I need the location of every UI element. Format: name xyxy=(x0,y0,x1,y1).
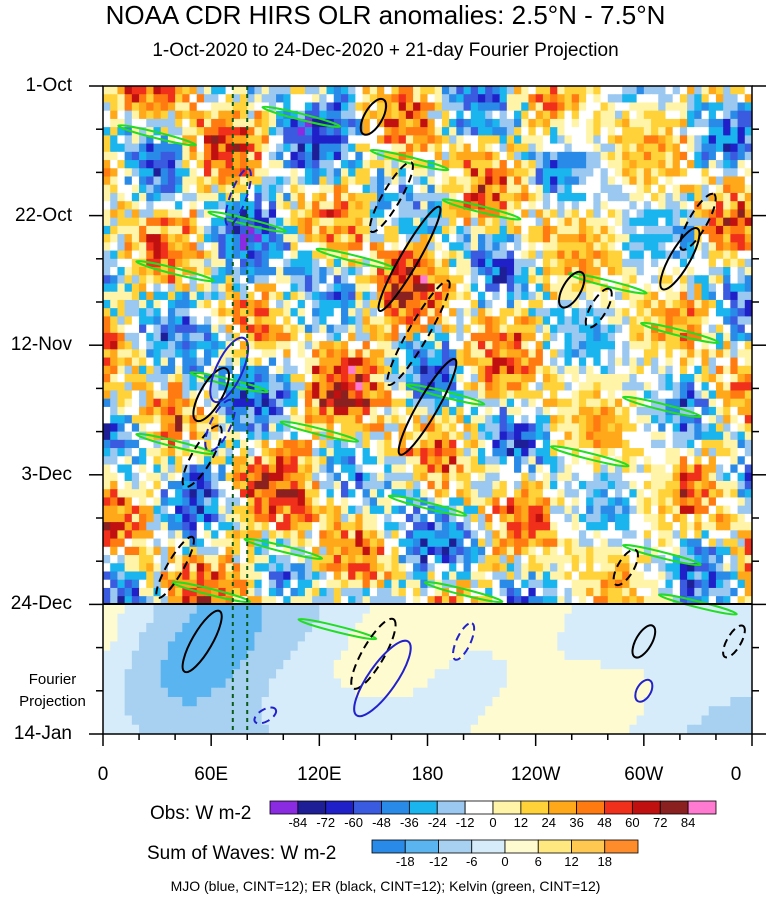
colorbar-swatch xyxy=(492,800,522,815)
axis-ticks xyxy=(89,85,766,746)
colorbar-swatch xyxy=(471,839,506,854)
x-tick-label: 60E xyxy=(194,764,229,785)
colorbar-swatch xyxy=(353,800,382,815)
colorbar-swatch xyxy=(520,800,550,815)
x-tick-label: 180 xyxy=(411,764,444,785)
colorbar-swatch xyxy=(604,800,633,815)
waves-colorbar-label: Sum of Waves: W m-2 xyxy=(147,843,337,864)
colorbar-tick: -24 xyxy=(427,815,447,830)
chart-title: NOAA CDR HIRS OLR anomalies: 2.5°N - 7.5… xyxy=(105,0,666,30)
x-tick-label: 120E xyxy=(297,764,342,785)
colorbar-swatch xyxy=(325,800,355,815)
wave-contours xyxy=(117,97,746,725)
colorbar-tick: 0 xyxy=(501,854,509,869)
colorbar-swatch xyxy=(408,800,438,815)
colorbar-swatch xyxy=(604,839,639,854)
fourier-projection-label: Fourier Projection xyxy=(19,671,86,710)
colorbar-tick: 6 xyxy=(534,854,542,869)
colorbar-swatch xyxy=(381,800,410,815)
colorbar-tick: -72 xyxy=(316,815,336,830)
x-tick-label: 60W xyxy=(624,764,664,785)
colorbar-swatch xyxy=(438,839,473,854)
colorbar-swatch xyxy=(404,839,439,854)
colorbar-swatch xyxy=(436,800,466,815)
x-tick-label: 0 xyxy=(97,764,109,785)
colorbar-swatch xyxy=(537,839,572,854)
colorbar-swatch xyxy=(269,800,299,815)
colorbar-swatch xyxy=(371,839,406,854)
colorbar-tick: -60 xyxy=(344,815,364,830)
y-tick-label: 3-Dec xyxy=(21,463,72,485)
colorbar-swatch xyxy=(297,800,327,815)
colorbar-swatch xyxy=(504,839,539,854)
y-tick-label: 14-Jan xyxy=(13,723,72,744)
colorbar-swatch xyxy=(687,800,717,815)
colorbar-tick: 84 xyxy=(680,815,696,830)
x-tick-label: 0 xyxy=(730,764,742,785)
colorbar-tick: 36 xyxy=(569,815,584,830)
y-tick-label: 22-Oct xyxy=(14,204,72,226)
colorbar-tick: -48 xyxy=(372,815,391,830)
colorbar-tick: 0 xyxy=(489,815,497,830)
chart-subtitle: 1-Oct-2020 to 24-Dec-2020 + 21-day Fouri… xyxy=(152,40,619,61)
colorbar-tick: -18 xyxy=(395,854,415,869)
colorbar-tick: 12 xyxy=(513,815,529,830)
fourier-projection-field xyxy=(103,604,752,734)
colorbar-tick: 12 xyxy=(564,854,579,869)
y-tick-label: 12-Nov xyxy=(10,334,72,356)
colorbar-tick: -84 xyxy=(288,815,308,830)
footnote: MJO (blue, CINT=12); ER (black, CINT=12)… xyxy=(170,878,601,894)
colorbar-tick: -6 xyxy=(465,854,478,869)
colorbar-tick: -12 xyxy=(455,815,475,830)
colorbar-tick: -36 xyxy=(399,815,419,830)
colorbar-swatch xyxy=(631,800,661,815)
colorbar-tick: 72 xyxy=(653,815,668,830)
y-tick-label: 24-Dec xyxy=(10,593,72,615)
colorbar-swatch xyxy=(548,800,578,815)
colorbar-tick: 48 xyxy=(597,815,612,830)
waves-colorbar xyxy=(371,839,639,854)
colorbar-tick: -12 xyxy=(429,854,448,869)
colorbar-tick: 60 xyxy=(625,815,640,830)
x-tick-label: 120W xyxy=(510,764,561,785)
obs-colorbar xyxy=(269,800,717,815)
colorbar-swatch xyxy=(571,839,606,854)
obs-colorbar-label: Obs: W m-2 xyxy=(150,803,252,824)
y-tick-label: 1-Oct xyxy=(25,75,72,96)
colorbar-swatch xyxy=(464,800,494,815)
reference-longitude-lines xyxy=(231,86,249,734)
colorbar-swatch xyxy=(659,800,689,815)
colorbar-tick: 24 xyxy=(541,815,556,830)
colorbar-swatch xyxy=(576,800,605,815)
colorbar-tick: 18 xyxy=(597,854,612,869)
obs-anomaly-field xyxy=(103,86,752,604)
